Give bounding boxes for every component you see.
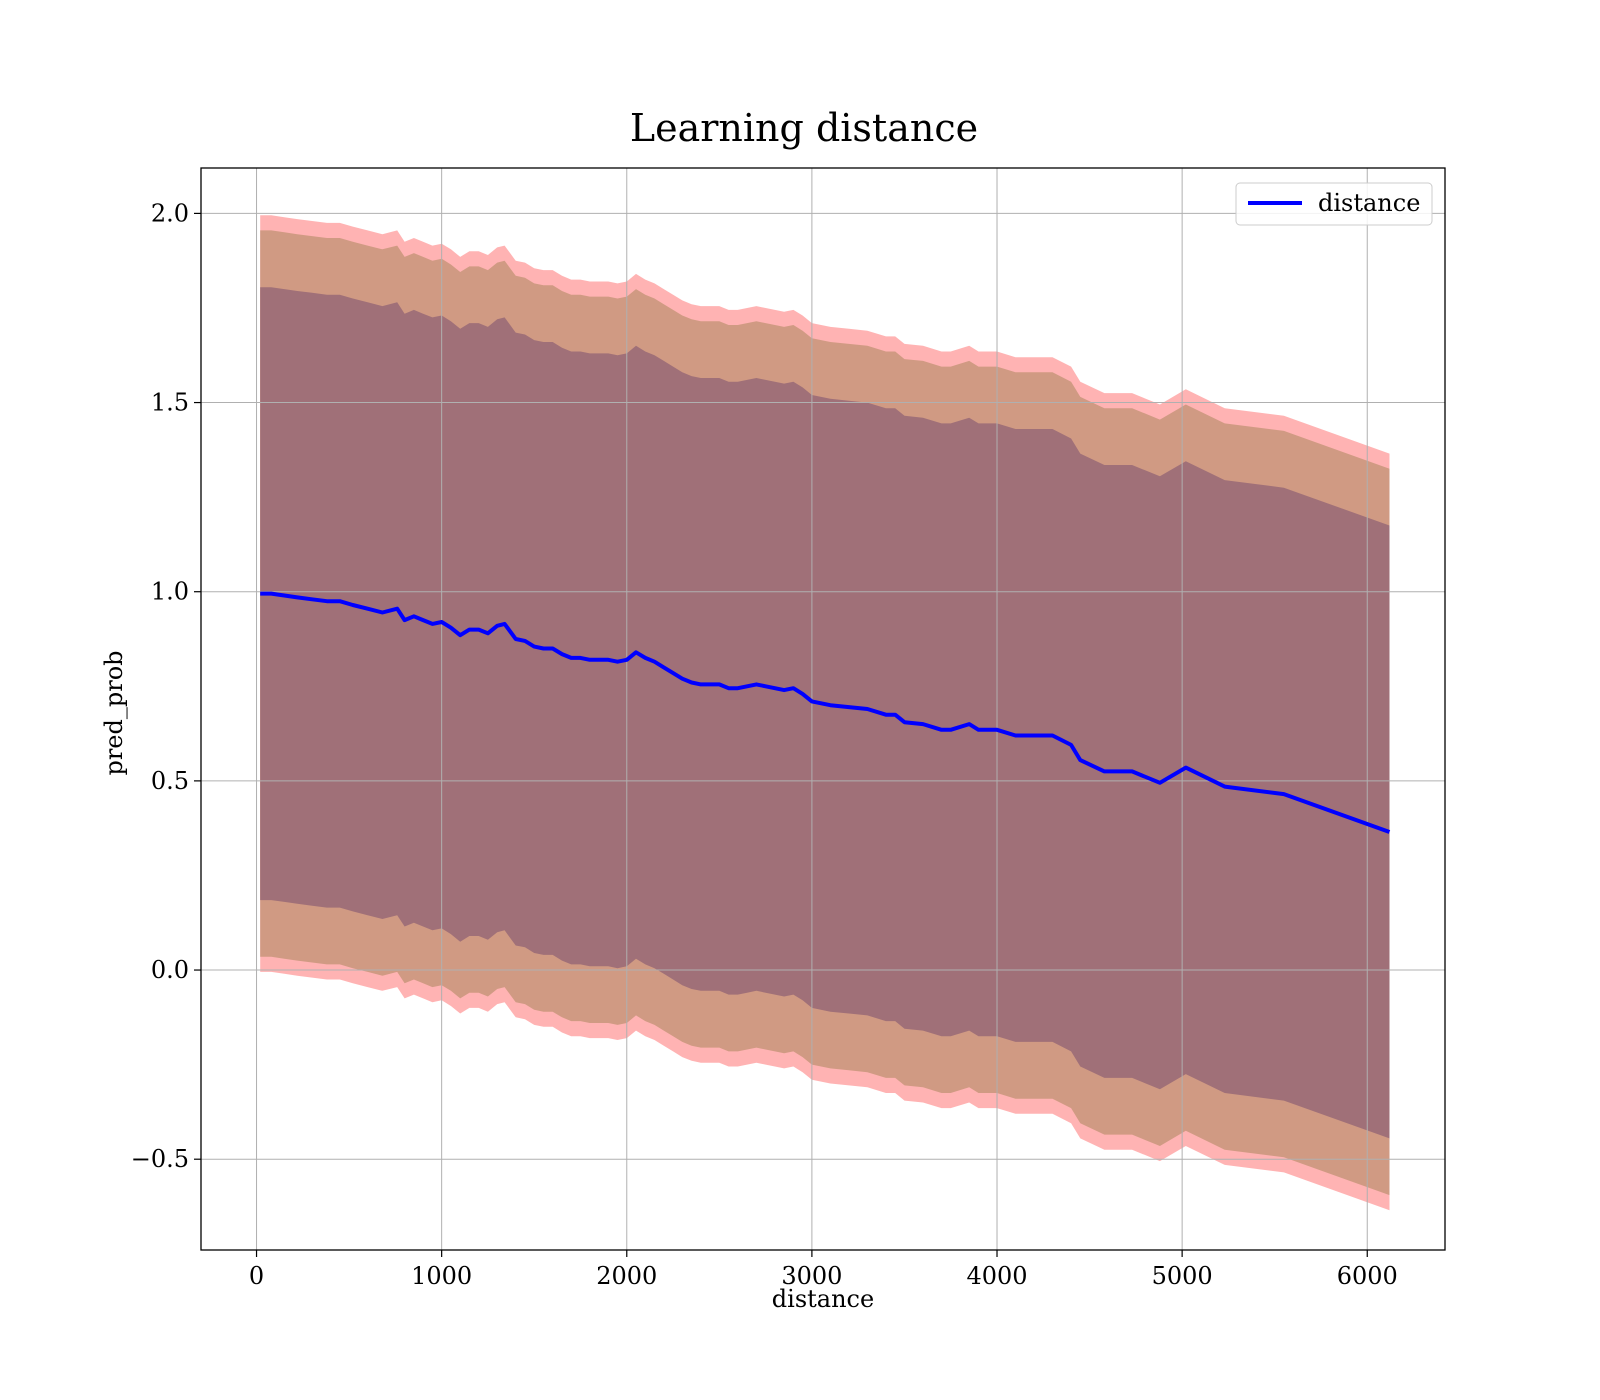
- x-tick-label: 4000: [966, 1262, 1027, 1290]
- legend: distance: [1235, 182, 1433, 226]
- x-tick-label: 6000: [1337, 1262, 1398, 1290]
- x-tick-label: 0: [249, 1262, 264, 1290]
- y-tick-label: 0.0: [151, 956, 189, 984]
- y-tick-label: 1.5: [151, 389, 189, 417]
- axes-frame: [200, 167, 1446, 1251]
- x-axis-label: distance: [772, 1285, 874, 1313]
- confidence-band-3: [260, 287, 1390, 1139]
- y-tick-label: 1.0: [151, 578, 189, 606]
- plot-area: 0 1000 2000 3000 4000 5000 6000 −0.5 0.0 0.5 1.0 1.…: [131, 167, 1446, 1290]
- y-tick-label: 0.5: [151, 767, 189, 795]
- x-tick-label: 2000: [596, 1262, 657, 1290]
- x-tick-label: 3000: [781, 1262, 842, 1290]
- legend-label: distance: [1318, 189, 1420, 217]
- y-tick-label: −0.5: [131, 1145, 189, 1173]
- x-tick-label: 1000: [411, 1262, 472, 1290]
- series-line-distance: [260, 591, 1391, 834]
- legend-box: [1235, 182, 1433, 226]
- y-tick-label: 2.0: [151, 199, 189, 227]
- x-tick-label: 5000: [1152, 1262, 1213, 1290]
- chart-title: Learning distance: [630, 106, 978, 150]
- y-axis-label: pred_prob: [100, 650, 128, 775]
